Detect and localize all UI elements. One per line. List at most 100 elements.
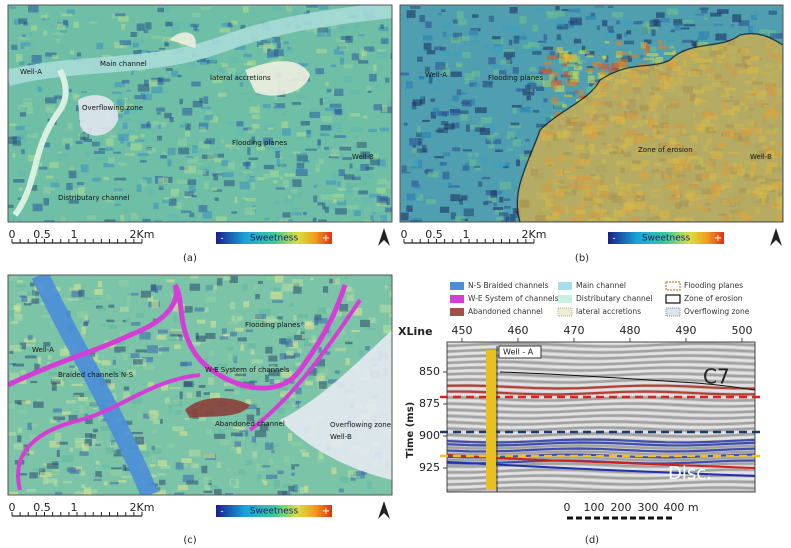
texture-cell	[233, 390, 241, 396]
texture-cell	[22, 450, 35, 455]
texture-cell	[500, 59, 511, 65]
axes: 450 460 470 480 490 500 850 875 900 925 0 100 200 300…	[419, 324, 753, 546]
texture-cell	[50, 24, 55, 29]
annotation: Well-B	[750, 153, 772, 161]
texture-cell	[171, 28, 176, 37]
texture-cell	[168, 214, 179, 222]
texture-cell	[158, 47, 166, 51]
texture-cell	[124, 467, 130, 471]
texture-cell	[201, 465, 208, 474]
texture-cell	[45, 175, 54, 179]
texture-cell	[9, 491, 19, 495]
texture-cell	[313, 195, 318, 203]
seismic-reflector	[447, 411, 755, 417]
texture-cell	[136, 184, 142, 192]
texture-cell	[92, 407, 97, 410]
texture-cell	[49, 162, 59, 169]
texture-cell	[243, 127, 253, 131]
texture-cell	[183, 463, 188, 468]
texture-cell	[318, 347, 322, 353]
texture-cell	[202, 211, 213, 219]
texture-cell	[509, 214, 516, 222]
texture-cell	[555, 5, 560, 11]
texture-cell	[244, 404, 257, 410]
texture-cell	[282, 113, 286, 116]
texture-cell	[211, 288, 216, 294]
texture-cell	[19, 112, 27, 117]
texture-cell	[80, 164, 89, 173]
texture-cell	[422, 119, 430, 123]
texture-cell	[156, 107, 166, 112]
texture-cell	[604, 41, 610, 44]
texture-cell	[532, 25, 538, 32]
texture-cell	[8, 136, 17, 145]
texture-cell	[438, 50, 450, 56]
scale-label: 0.5	[33, 228, 51, 241]
texture-cell	[56, 441, 68, 445]
texture-cell	[18, 187, 23, 191]
legend-label: N-S Braided channels	[468, 281, 549, 290]
texture-cell	[40, 315, 53, 319]
legend-swatch	[558, 295, 572, 303]
texture-cell	[225, 492, 234, 495]
texture-cell	[68, 170, 77, 179]
texture-cell	[232, 354, 237, 361]
texture-cell	[131, 431, 143, 435]
annotation: Well-B	[330, 433, 352, 441]
texture-cell	[391, 220, 392, 222]
texture-cell	[272, 144, 281, 153]
texture-cell	[27, 131, 34, 135]
texture-cell	[177, 485, 189, 491]
texture-cell	[26, 106, 34, 114]
texture-cell	[284, 455, 289, 463]
texture-cell	[310, 277, 314, 281]
texture-cell	[272, 104, 277, 107]
texture-cell	[293, 352, 301, 358]
texture-cell	[437, 110, 450, 116]
texture-cell	[247, 342, 257, 349]
texture-cell	[51, 377, 63, 382]
texture-cell	[387, 100, 392, 108]
texture-cell	[503, 51, 516, 58]
seismic-reflector	[447, 477, 755, 483]
texture-cell	[45, 105, 55, 111]
texture-cell	[204, 115, 214, 121]
texture-cell	[132, 101, 141, 108]
texture-cell	[167, 148, 179, 156]
texture-cell	[109, 470, 117, 474]
texture-cell	[488, 15, 495, 22]
texture-cell	[296, 155, 308, 162]
texture-cell	[205, 332, 216, 339]
texture-cell	[425, 76, 432, 84]
texture-cell	[12, 152, 16, 158]
texture-cell	[170, 188, 180, 197]
texture-cell	[189, 341, 202, 344]
texture-cell	[154, 288, 159, 294]
texture-cell	[451, 37, 461, 44]
texture-cell	[158, 351, 162, 355]
legend-swatch	[450, 282, 464, 290]
texture-cell	[468, 30, 478, 36]
texture-cell	[474, 165, 481, 168]
texture-cell	[66, 400, 76, 404]
texture-cell	[384, 207, 392, 213]
texture-cell	[24, 355, 37, 359]
texture-cell	[526, 95, 532, 101]
texture-cell	[339, 146, 352, 151]
texture-cell	[365, 166, 374, 170]
texture-cell	[140, 290, 152, 298]
texture-cell	[50, 182, 60, 188]
texture-cell	[623, 40, 634, 45]
texture-cell	[201, 106, 211, 109]
texture-cell	[333, 198, 345, 203]
texture-cell	[254, 442, 258, 447]
texture-cell	[30, 380, 38, 384]
texture-cell	[218, 67, 224, 71]
texture-cell	[456, 61, 463, 68]
texture-cell	[361, 196, 374, 205]
texture-cell	[510, 179, 516, 183]
texture-cell	[553, 20, 565, 27]
seismic-reflector	[447, 414, 755, 420]
texture-cell	[315, 359, 325, 367]
texture-cell	[9, 123, 17, 127]
